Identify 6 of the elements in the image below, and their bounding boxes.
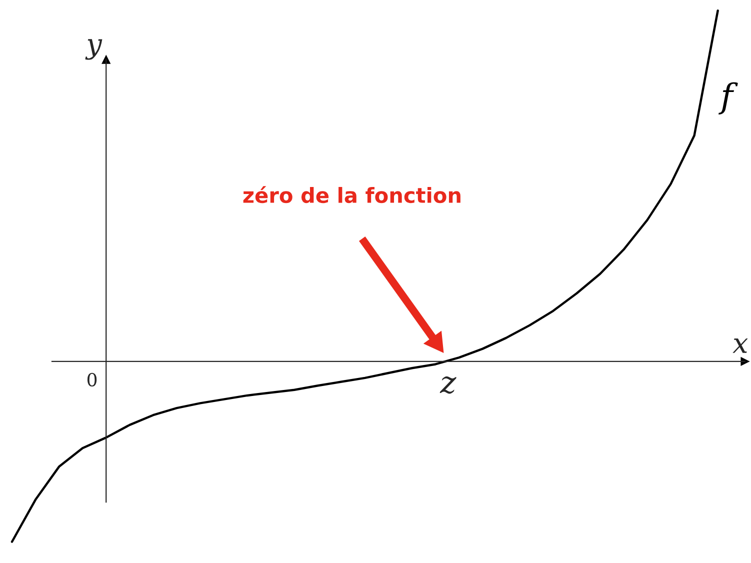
annotation: z [440,376,456,394]
annotation: zéro de la fonction [243,186,460,204]
y-axis-title: y [85,39,102,60]
annotation: 0 [87,372,97,387]
series-label: f [718,82,738,114]
x-axis-title: x [732,338,748,353]
